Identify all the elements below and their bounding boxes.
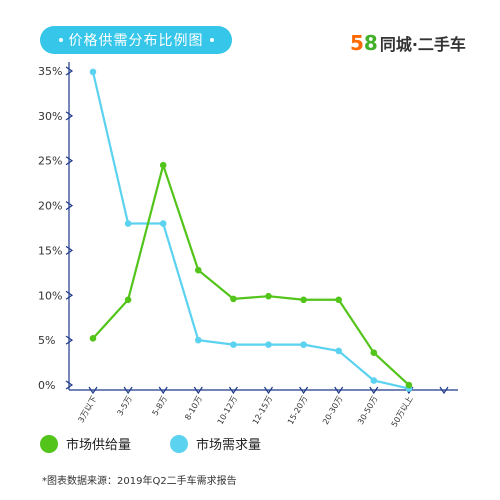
x-tick-mark: [158, 386, 168, 395]
y-tick-label: 30%: [38, 110, 62, 123]
logo-digit-5: 5: [350, 31, 364, 55]
x-tick-mark: [123, 386, 133, 395]
y-tick-mark: [65, 111, 74, 121]
demand-point: [265, 341, 272, 348]
demand-series-line: [91, 71, 410, 390]
y-tick-mark: [65, 335, 74, 345]
y-tick-label: 25%: [38, 155, 62, 168]
legend-demand-label: 市场需求量: [196, 438, 262, 453]
brand-logo: 5 8 同城·二手车: [350, 31, 466, 55]
demand-point: [124, 220, 132, 227]
x-tick-labels: 3万以下 3-5万 5-8万 8-10万 10-12万 12-15万 15-20万 20-30…: [76, 395, 414, 429]
supply-point: [159, 161, 167, 169]
y-tick-mark: [65, 290, 74, 300]
y-tick-labels: 35% 30% 25% 20% 15% 10% 5% 0%: [38, 65, 62, 392]
title-dot-left: [58, 38, 63, 42]
legend-supply-swatch: [40, 434, 58, 453]
supply-point: [89, 335, 97, 342]
chart-title: 价格供需分布比例图: [68, 33, 204, 49]
logo-text: 同城·二手车: [379, 35, 466, 54]
x-tick-mark: [334, 386, 344, 395]
y-tick-label: 35%: [38, 65, 62, 78]
y-tick-label: 10%: [38, 289, 62, 302]
legend-demand: 市场需求量: [170, 434, 261, 453]
y-tick-mark: [65, 245, 74, 255]
x-tick-mark: [299, 386, 309, 395]
y-tick-mark: [65, 201, 74, 211]
demand-point: [300, 341, 307, 348]
chart-axes: [65, 62, 458, 395]
supply-point: [405, 381, 413, 389]
chart-series: [89, 68, 413, 392]
y-tick-label: 15%: [38, 244, 62, 257]
y-tick-label: 0%: [38, 379, 55, 392]
legend-supply: 市场供给量: [40, 434, 131, 453]
supply-point: [335, 296, 343, 304]
x-tick-mark: [264, 386, 273, 395]
supply-point: [265, 292, 272, 300]
supply-point: [124, 296, 132, 304]
x-tick-label: 15-20万: [286, 395, 309, 427]
x-tick-mark: [439, 386, 449, 395]
x-tick-label: 3-5万: [115, 395, 133, 418]
x-tick-label: 20-30万: [321, 395, 344, 427]
x-tick-mark: [228, 386, 238, 395]
demand-point: [370, 377, 378, 384]
y-tick-mark: [65, 66, 74, 76]
y-tick-mark: [65, 156, 74, 166]
demand-point: [195, 336, 202, 344]
x-tick-label: 5-8万: [151, 395, 169, 418]
title-dot-right: [209, 38, 214, 42]
data-source-note: *图表数据来源：2019年Q2二手车需求报告: [42, 476, 237, 487]
supply-series-line: [92, 164, 410, 386]
y-tick-label: 5%: [38, 334, 55, 347]
x-tick-label: 8-10万: [183, 395, 204, 422]
supply-point: [230, 295, 237, 303]
legend-supply-label: 市场供给量: [66, 438, 132, 453]
x-tick-label: 50万以上: [390, 395, 415, 429]
demand-point: [89, 68, 97, 76]
x-tick-label: 10-12万: [216, 395, 239, 427]
x-tick-label: 3万以下: [76, 395, 98, 425]
x-tick-label: 12-15万: [251, 395, 274, 427]
demand-point: [230, 341, 237, 348]
chart-title-pill: 价格供需分布比例图: [40, 26, 232, 54]
x-tick-mark: [193, 386, 203, 395]
demand-point: [159, 220, 167, 227]
x-tick-label: 30-50万: [356, 395, 379, 427]
legend-demand-swatch: [170, 434, 188, 453]
supply-point: [300, 296, 307, 304]
x-tick-mark: [88, 386, 98, 395]
y-tick-label: 20%: [38, 200, 62, 213]
supply-point: [195, 266, 202, 274]
x-tick-mark: [369, 386, 379, 395]
demand-point: [335, 347, 343, 355]
y-tick-mark: [65, 380, 74, 390]
logo-digit-8: 8: [363, 31, 378, 55]
supply-point: [370, 349, 378, 357]
